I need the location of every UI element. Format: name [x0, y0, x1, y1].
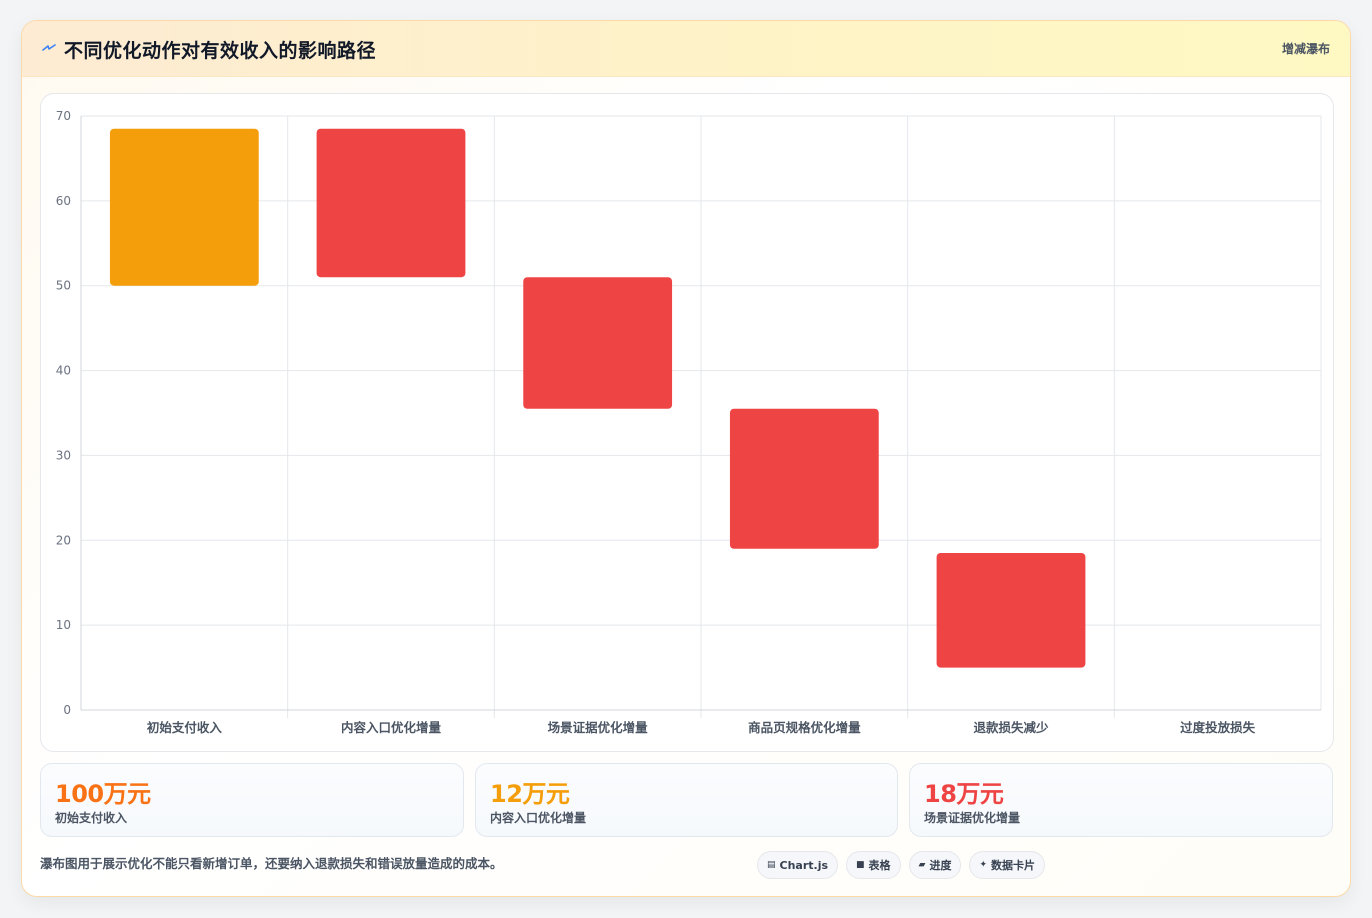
- stat-card-initial-revenue: 100万元 初始支付收入: [40, 763, 464, 837]
- lightning-icon: [42, 44, 56, 51]
- tech-pills: ▤ Chart.js ■ 表格 ▰ 进度 ✦ 数据卡片: [757, 851, 1046, 879]
- y-tick-label: 0: [63, 703, 71, 717]
- pill-data-card[interactable]: ✦ 数据卡片: [969, 851, 1046, 879]
- waterfall-bar: [729, 408, 879, 549]
- pill-table[interactable]: ■ 表格: [846, 851, 901, 879]
- chart-panel: 0 10 20 30 40 50 60 70 初始支付收入 内容入口优化增量 场景证据优化增量 商品页…: [40, 93, 1334, 752]
- y-tick-label: 10: [56, 618, 71, 632]
- pill-label: 数据卡片: [991, 859, 1036, 872]
- table-icon: ■: [856, 860, 865, 870]
- waterfall-bar: [523, 277, 673, 409]
- stat-value: 18万元: [924, 780, 1004, 808]
- stat-value: 12万元: [490, 780, 570, 808]
- x-tick-label: 初始支付收入: [147, 720, 223, 735]
- y-tick-label: 50: [56, 279, 71, 293]
- pill-progress[interactable]: ▰ 进度: [908, 851, 962, 879]
- y-tick-label: 70: [56, 109, 71, 123]
- pill-label: 表格: [868, 859, 891, 872]
- x-tick-label: 商品页规格优化增量: [748, 720, 861, 735]
- y-tick-label: 60: [56, 194, 71, 208]
- stat-label: 场景证据优化增量: [924, 811, 1021, 825]
- waterfall-bar: [936, 553, 1086, 668]
- stat-label: 初始支付收入: [55, 811, 128, 825]
- waterfall-bar: [316, 128, 466, 278]
- x-tick-label: 场景证据优化增量: [548, 720, 649, 735]
- footer-note: 瀑布图用于展示优化不能只看新增订单，还要纳入退款损失和错误放量造成的成本。: [40, 856, 503, 871]
- card-title: 不同优化动作对有效收入的影响路径: [64, 40, 377, 62]
- x-tick-label: 退款损失减少: [973, 720, 1049, 735]
- stat-card-scene-evidence: 18万元 场景证据优化增量: [909, 763, 1333, 837]
- x-tick-label: 过度投放损失: [1180, 720, 1256, 735]
- x-tick-label: 内容入口优化增量: [341, 720, 442, 735]
- waterfall-bar: [109, 128, 259, 286]
- waterfall-chart[interactable]: 0 10 20 30 40 50 60 70 初始支付收入 内容入口优化增量 场景证据优化增量 商品页…: [41, 94, 1335, 753]
- y-tick-label: 20: [56, 533, 71, 547]
- chart-type-tag: 增减瀑布: [1281, 42, 1330, 56]
- progress-icon: ▰: [918, 860, 926, 870]
- pill-label: Chart.js: [779, 858, 829, 872]
- y-tick-label: 30: [56, 448, 71, 462]
- stat-label: 内容入口优化增量: [490, 811, 587, 825]
- card-header: 不同优化动作对有效收入的影响路径 增减瀑布: [22, 21, 1350, 77]
- chart-icon: ▤: [767, 860, 776, 870]
- stat-card-content-entry: 12万元 内容入口优化增量: [475, 763, 898, 837]
- y-tick-label: 40: [56, 364, 71, 378]
- pill-chartjs[interactable]: ▤ Chart.js: [757, 851, 839, 879]
- pill-label: 进度: [929, 859, 952, 872]
- sparkle-icon: ✦: [979, 860, 988, 870]
- waterfall-card: 不同优化动作对有效收入的影响路径 增减瀑布 0 10 20 30 40 50 60 70 初始支…: [21, 20, 1351, 897]
- stat-value: 100万元: [55, 780, 151, 808]
